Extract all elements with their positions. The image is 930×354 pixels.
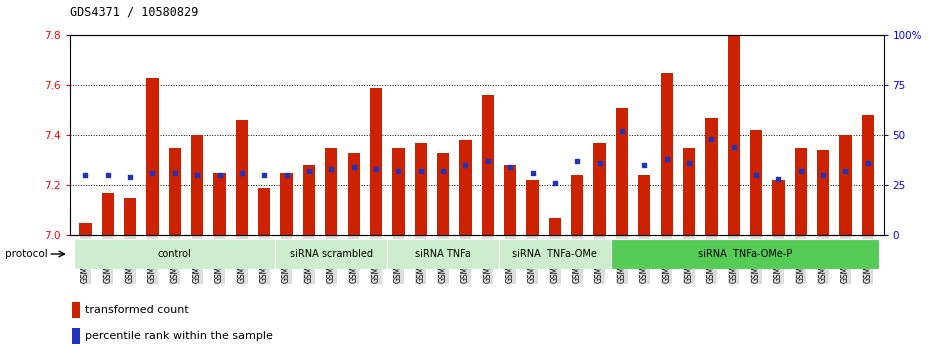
Bar [593,143,605,235]
Bar [794,148,807,235]
Bar [683,148,695,235]
Bar [191,136,204,235]
Bar [660,73,672,235]
Point [324,167,339,172]
Bar [303,165,315,235]
Point [793,169,808,174]
Bar [571,176,583,235]
Bar [437,153,449,235]
Text: transformed count: transformed count [85,305,189,315]
Point [435,169,450,174]
Bar [459,141,472,235]
Bar [348,153,360,235]
Text: siRNA TNFa: siRNA TNFa [415,249,471,259]
Bar [370,88,382,235]
Point [659,156,674,162]
Point [346,165,361,170]
Text: protocol: protocol [5,249,47,259]
Point [301,169,316,174]
Bar [862,115,874,235]
Point [860,161,875,166]
Bar [817,150,830,235]
Point [145,171,160,176]
Text: siRNA scrambled: siRNA scrambled [290,249,373,259]
Text: siRNA  TNFa-OMe-P: siRNA TNFa-OMe-P [698,249,792,259]
Point [413,169,428,174]
Point [458,162,472,168]
Text: GDS4371 / 10580829: GDS4371 / 10580829 [70,5,198,18]
Point [592,161,607,166]
Bar [705,118,718,235]
Bar [235,120,248,235]
Bar [387,239,499,269]
Bar [499,239,611,269]
Point [167,171,182,176]
Point [368,167,383,172]
Bar [549,218,561,235]
Point [391,169,405,174]
Point [548,181,563,186]
Bar [72,328,80,344]
Bar [526,181,538,235]
Bar [146,78,159,235]
Point [190,173,205,178]
Point [838,169,853,174]
Bar [482,96,494,235]
Bar [326,148,338,235]
Point [704,137,719,142]
Point [816,173,830,178]
Point [570,159,585,164]
Bar [74,239,275,269]
Bar [275,239,387,269]
Bar [772,181,785,235]
Point [615,129,630,134]
Bar [101,193,113,235]
Text: siRNA  TNFa-OMe: siRNA TNFa-OMe [512,249,597,259]
Bar [638,176,650,235]
Point [503,165,518,170]
Point [771,177,786,182]
Bar [392,148,405,235]
Point [749,173,764,178]
Bar [281,173,293,235]
Bar [616,108,628,235]
Point [257,173,272,178]
Text: percentile rank within the sample: percentile rank within the sample [85,331,273,341]
Bar [727,35,740,235]
Bar [504,165,516,235]
Bar [213,173,226,235]
Bar [124,198,137,235]
Point [123,175,138,180]
Text: control: control [158,249,192,259]
Point [637,162,652,168]
Point [212,173,227,178]
Bar [259,188,271,235]
Bar [72,302,80,318]
Point [78,173,93,178]
Bar [611,239,879,269]
Bar [168,148,181,235]
Point [100,173,115,178]
Bar [840,136,852,235]
Point [726,144,741,150]
Point [279,173,294,178]
Bar [750,130,763,235]
Point [682,161,697,166]
Point [525,171,540,176]
Bar [79,223,91,235]
Point [234,171,249,176]
Point [481,159,496,164]
Bar [415,143,427,235]
